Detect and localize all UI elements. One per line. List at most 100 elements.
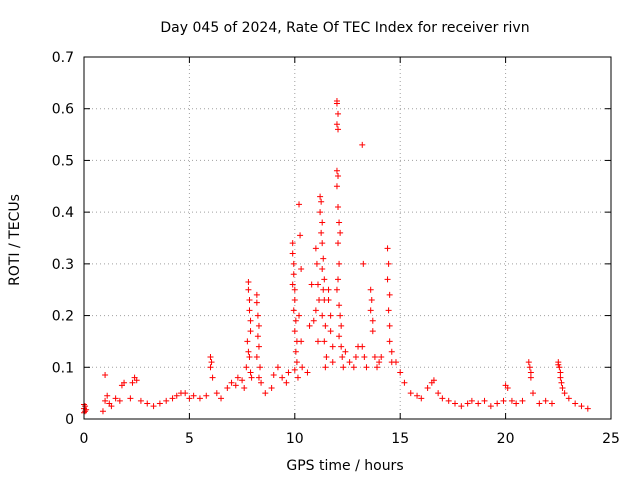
y-tick-label: 0.3 [52,257,74,273]
data-point [255,322,262,329]
data-point [133,377,140,384]
data-point [319,312,326,319]
data-point [559,384,566,391]
data-point [245,286,252,293]
data-point [279,374,286,381]
data-point [247,369,254,376]
data-point [270,372,277,379]
x-tick-label: 20 [497,431,515,447]
y-tick-label: 0.5 [52,153,74,169]
data-point [335,276,342,283]
data-point [253,291,260,298]
data-point [239,377,246,384]
y-tick-label: 0.2 [52,309,74,325]
data-point [291,366,298,373]
data-point [430,377,437,384]
data-point [530,390,537,397]
data-point [289,281,296,288]
data-point [519,397,526,404]
data-point [468,397,475,404]
data-point [243,364,250,371]
data-point [464,400,471,407]
data-point [374,364,381,371]
data-point [207,353,214,360]
data-point [367,286,374,293]
data-point [513,400,520,407]
data-point [561,390,568,397]
data-point [283,379,290,386]
data-point [452,400,459,407]
data-point [475,400,482,407]
data-point [318,198,325,205]
data-point [218,395,225,402]
data-point [548,400,555,407]
data-point [360,260,367,267]
data-point [335,172,342,179]
data-point [291,297,298,304]
data-point [258,379,265,386]
data-point [247,317,254,324]
x-tick-label: 10 [286,431,304,447]
data-point [322,364,329,371]
x-tick-label: 15 [391,431,409,447]
data-point [458,403,465,410]
data-point [289,240,296,247]
data-point [376,359,383,366]
data-point [262,390,269,397]
data-point [338,343,345,350]
data-point [526,364,533,371]
data-point [298,338,305,345]
data-point [333,100,340,107]
data-point [255,374,262,381]
data-point [290,271,297,278]
data-point [369,328,376,335]
data-point [209,374,216,381]
data-point [386,338,393,345]
data-point [257,364,264,371]
data-point [82,403,89,410]
data-point [335,126,342,133]
data-point [325,297,332,304]
data-point [246,353,253,360]
data-point [335,110,342,117]
y-tick-label: 0.4 [52,205,74,221]
data-point [542,397,549,404]
data-point [316,297,323,304]
data-point [336,260,343,267]
data-point [352,353,359,360]
data-point [274,364,281,371]
data-point [333,121,340,128]
data-point [369,317,376,324]
data-point [322,322,329,329]
data-point [500,397,507,404]
data-point [527,374,534,381]
data-point [129,379,136,386]
data-point [254,312,261,319]
data-point [255,343,262,350]
data-point [318,229,325,236]
data-point [340,364,347,371]
data-point [386,322,393,329]
data-point [245,348,252,355]
data-point [173,392,180,399]
x-tick-label: 25 [602,431,620,447]
data-point [127,395,134,402]
data-point [418,395,425,402]
data-point [439,395,446,402]
data-point [337,312,344,319]
data-point [317,209,324,216]
data-point [435,390,442,397]
data-point [337,229,344,236]
data-point [335,203,342,210]
data-point [527,369,534,376]
data-point [290,307,297,314]
data-point [320,255,327,262]
data-point [144,400,151,407]
data-point [182,390,189,397]
data-point [313,260,320,267]
data-point [317,193,324,200]
data-point [253,299,260,306]
x-axis-label: GPS time / hours [286,458,403,474]
